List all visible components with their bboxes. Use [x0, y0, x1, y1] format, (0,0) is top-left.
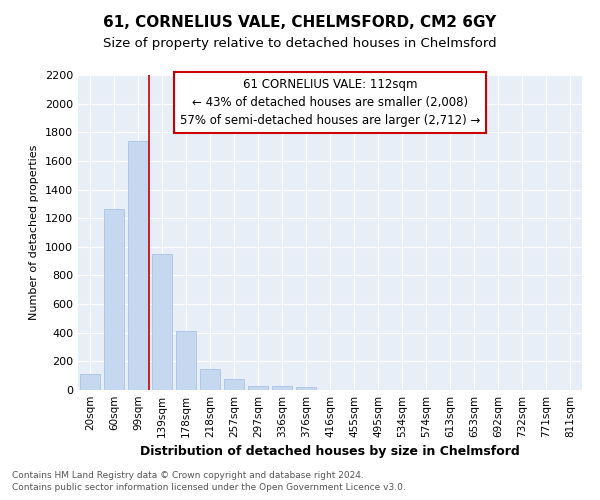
- Bar: [128, 141, 148, 390]
- Bar: [176, 330, 196, 390]
- Bar: [248, 386, 268, 390]
- Bar: [80, 374, 100, 390]
- Bar: [200, 368, 220, 390]
- Bar: [224, 380, 244, 390]
- Text: Contains public sector information licensed under the Open Government Licence v3: Contains public sector information licen…: [12, 484, 406, 492]
- Bar: [296, 387, 316, 390]
- X-axis label: Distribution of detached houses by size in Chelmsford: Distribution of detached houses by size …: [140, 446, 520, 458]
- Text: Size of property relative to detached houses in Chelmsford: Size of property relative to detached ho…: [103, 38, 497, 51]
- Text: 61 CORNELIUS VALE: 112sqm
← 43% of detached houses are smaller (2,008)
57% of se: 61 CORNELIUS VALE: 112sqm ← 43% of detac…: [180, 78, 480, 127]
- Bar: [152, 254, 172, 390]
- Bar: [104, 209, 124, 390]
- Y-axis label: Number of detached properties: Number of detached properties: [29, 145, 40, 320]
- Bar: [272, 386, 292, 390]
- Text: 61, CORNELIUS VALE, CHELMSFORD, CM2 6GY: 61, CORNELIUS VALE, CHELMSFORD, CM2 6GY: [103, 15, 497, 30]
- Text: Contains HM Land Registry data © Crown copyright and database right 2024.: Contains HM Land Registry data © Crown c…: [12, 471, 364, 480]
